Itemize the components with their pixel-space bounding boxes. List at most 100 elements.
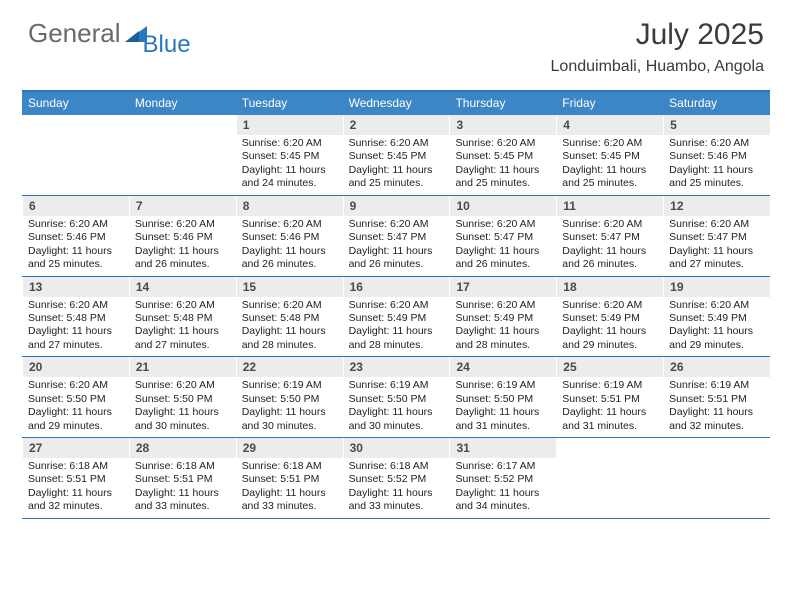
day-number: 4 (557, 115, 663, 135)
daylight-text: Daylight: 11 hours and 25 minutes. (28, 245, 124, 272)
sunset-text: Sunset: 5:46 PM (28, 231, 124, 244)
sunset-text: Sunset: 5:48 PM (135, 312, 231, 325)
sunset-text: Sunset: 5:51 PM (28, 473, 124, 486)
day-number: 24 (450, 357, 556, 377)
daylight-text: Daylight: 11 hours and 31 minutes. (455, 406, 551, 433)
calendar-week-row: 20Sunrise: 6:20 AMSunset: 5:50 PMDayligh… (22, 357, 770, 438)
sunset-text: Sunset: 5:51 PM (242, 473, 338, 486)
daylight-text: Daylight: 11 hours and 27 minutes. (28, 325, 124, 352)
calendar-day-cell: . (663, 438, 770, 518)
day-number: 10 (450, 196, 556, 216)
sunset-text: Sunset: 5:45 PM (562, 150, 658, 163)
sunset-text: Sunset: 5:48 PM (28, 312, 124, 325)
day-number: 30 (344, 438, 450, 458)
day-number: 14 (130, 277, 236, 297)
day-details: Sunrise: 6:20 AMSunset: 5:45 PMDaylight:… (237, 135, 343, 191)
daylight-text: Daylight: 11 hours and 28 minutes. (455, 325, 551, 352)
daylight-text: Daylight: 11 hours and 33 minutes. (349, 487, 445, 514)
sunrise-text: Sunrise: 6:19 AM (455, 379, 551, 392)
day-number: 13 (23, 277, 129, 297)
weekday-header: Saturday (663, 92, 770, 115)
sunrise-text: Sunrise: 6:19 AM (349, 379, 445, 392)
daylight-text: Daylight: 11 hours and 27 minutes. (135, 325, 231, 352)
location-text: Londuimbali, Huambo, Angola (551, 58, 764, 76)
sunset-text: Sunset: 5:52 PM (349, 473, 445, 486)
sunset-text: Sunset: 5:50 PM (28, 393, 124, 406)
day-details: Sunrise: 6:19 AMSunset: 5:50 PMDaylight:… (344, 377, 450, 433)
sunrise-text: Sunrise: 6:20 AM (28, 218, 124, 231)
calendar-day-cell: 30Sunrise: 6:18 AMSunset: 5:52 PMDayligh… (343, 438, 450, 518)
weekday-header: Tuesday (236, 92, 343, 115)
day-number: 20 (23, 357, 129, 377)
calendar-week-row: 27Sunrise: 6:18 AMSunset: 5:51 PMDayligh… (22, 438, 770, 519)
day-details: Sunrise: 6:20 AMSunset: 5:50 PMDaylight:… (23, 377, 129, 433)
sunset-text: Sunset: 5:51 PM (669, 393, 765, 406)
weekday-header: Wednesday (343, 92, 450, 115)
logo-text-general: General (28, 18, 121, 49)
calendar-day-cell: 18Sunrise: 6:20 AMSunset: 5:49 PMDayligh… (556, 277, 663, 357)
sunrise-text: Sunrise: 6:20 AM (562, 218, 658, 231)
day-details: Sunrise: 6:20 AMSunset: 5:46 PMDaylight:… (664, 135, 770, 191)
sunset-text: Sunset: 5:46 PM (669, 150, 765, 163)
calendar-week-row: 13Sunrise: 6:20 AMSunset: 5:48 PMDayligh… (22, 277, 770, 358)
sunset-text: Sunset: 5:49 PM (562, 312, 658, 325)
day-details: Sunrise: 6:20 AMSunset: 5:46 PMDaylight:… (23, 216, 129, 272)
daylight-text: Daylight: 11 hours and 25 minutes. (669, 164, 765, 191)
calendar-day-cell: 1Sunrise: 6:20 AMSunset: 5:45 PMDaylight… (236, 115, 343, 195)
daylight-text: Daylight: 11 hours and 26 minutes. (242, 245, 338, 272)
day-number: 6 (23, 196, 129, 216)
calendar-week-row: 6Sunrise: 6:20 AMSunset: 5:46 PMDaylight… (22, 196, 770, 277)
sunset-text: Sunset: 5:51 PM (135, 473, 231, 486)
day-number: 18 (557, 277, 663, 297)
sunrise-text: Sunrise: 6:20 AM (455, 299, 551, 312)
day-details: Sunrise: 6:18 AMSunset: 5:52 PMDaylight:… (344, 458, 450, 514)
sunset-text: Sunset: 5:50 PM (349, 393, 445, 406)
calendar-day-cell: 5Sunrise: 6:20 AMSunset: 5:46 PMDaylight… (663, 115, 770, 195)
calendar-day-cell: 15Sunrise: 6:20 AMSunset: 5:48 PMDayligh… (236, 277, 343, 357)
day-number: 12 (664, 196, 770, 216)
day-details: Sunrise: 6:19 AMSunset: 5:50 PMDaylight:… (237, 377, 343, 433)
calendar-day-cell: 21Sunrise: 6:20 AMSunset: 5:50 PMDayligh… (129, 357, 236, 437)
sunrise-text: Sunrise: 6:20 AM (28, 299, 124, 312)
calendar-day-cell: 11Sunrise: 6:20 AMSunset: 5:47 PMDayligh… (556, 196, 663, 276)
sunrise-text: Sunrise: 6:20 AM (455, 137, 551, 150)
daylight-text: Daylight: 11 hours and 34 minutes. (455, 487, 551, 514)
calendar-day-cell: 9Sunrise: 6:20 AMSunset: 5:47 PMDaylight… (343, 196, 450, 276)
calendar-day-cell: 20Sunrise: 6:20 AMSunset: 5:50 PMDayligh… (22, 357, 129, 437)
calendar-day-cell: 3Sunrise: 6:20 AMSunset: 5:45 PMDaylight… (449, 115, 556, 195)
calendar-day-cell: 12Sunrise: 6:20 AMSunset: 5:47 PMDayligh… (663, 196, 770, 276)
day-details: Sunrise: 6:17 AMSunset: 5:52 PMDaylight:… (450, 458, 556, 514)
daylight-text: Daylight: 11 hours and 25 minutes. (455, 164, 551, 191)
day-number: 19 (664, 277, 770, 297)
daylight-text: Daylight: 11 hours and 30 minutes. (349, 406, 445, 433)
sunrise-text: Sunrise: 6:20 AM (349, 137, 445, 150)
day-details: Sunrise: 6:20 AMSunset: 5:47 PMDaylight:… (344, 216, 450, 272)
sunset-text: Sunset: 5:50 PM (135, 393, 231, 406)
day-details: Sunrise: 6:20 AMSunset: 5:48 PMDaylight:… (23, 297, 129, 353)
day-details: Sunrise: 6:20 AMSunset: 5:49 PMDaylight:… (450, 297, 556, 353)
daylight-text: Daylight: 11 hours and 26 minutes. (135, 245, 231, 272)
calendar-day-cell: 28Sunrise: 6:18 AMSunset: 5:51 PMDayligh… (129, 438, 236, 518)
day-number: 17 (450, 277, 556, 297)
day-number: 16 (344, 277, 450, 297)
sunset-text: Sunset: 5:47 PM (669, 231, 765, 244)
day-details: Sunrise: 6:20 AMSunset: 5:47 PMDaylight:… (664, 216, 770, 272)
weekday-header: Thursday (449, 92, 556, 115)
sunset-text: Sunset: 5:49 PM (455, 312, 551, 325)
day-details: Sunrise: 6:18 AMSunset: 5:51 PMDaylight:… (23, 458, 129, 514)
day-details: Sunrise: 6:20 AMSunset: 5:45 PMDaylight:… (450, 135, 556, 191)
daylight-text: Daylight: 11 hours and 25 minutes. (349, 164, 445, 191)
daylight-text: Daylight: 11 hours and 33 minutes. (242, 487, 338, 514)
day-number: 21 (130, 357, 236, 377)
calendar-day-cell: 26Sunrise: 6:19 AMSunset: 5:51 PMDayligh… (663, 357, 770, 437)
sunrise-text: Sunrise: 6:17 AM (455, 460, 551, 473)
calendar-day-cell: 13Sunrise: 6:20 AMSunset: 5:48 PMDayligh… (22, 277, 129, 357)
sunrise-text: Sunrise: 6:19 AM (669, 379, 765, 392)
day-number: 2 (344, 115, 450, 135)
day-number: 25 (557, 357, 663, 377)
sunrise-text: Sunrise: 6:20 AM (562, 137, 658, 150)
sunset-text: Sunset: 5:45 PM (349, 150, 445, 163)
day-number: 22 (237, 357, 343, 377)
calendar-day-cell: 7Sunrise: 6:20 AMSunset: 5:46 PMDaylight… (129, 196, 236, 276)
day-details: Sunrise: 6:20 AMSunset: 5:46 PMDaylight:… (237, 216, 343, 272)
